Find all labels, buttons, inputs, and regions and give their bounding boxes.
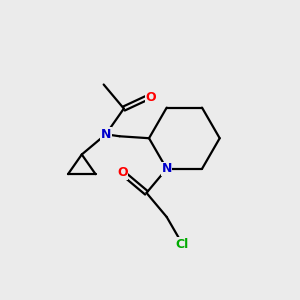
Text: O: O xyxy=(146,91,156,104)
Text: N: N xyxy=(100,128,111,141)
Text: N: N xyxy=(161,162,172,175)
Text: Cl: Cl xyxy=(176,238,189,250)
Text: O: O xyxy=(117,166,128,179)
